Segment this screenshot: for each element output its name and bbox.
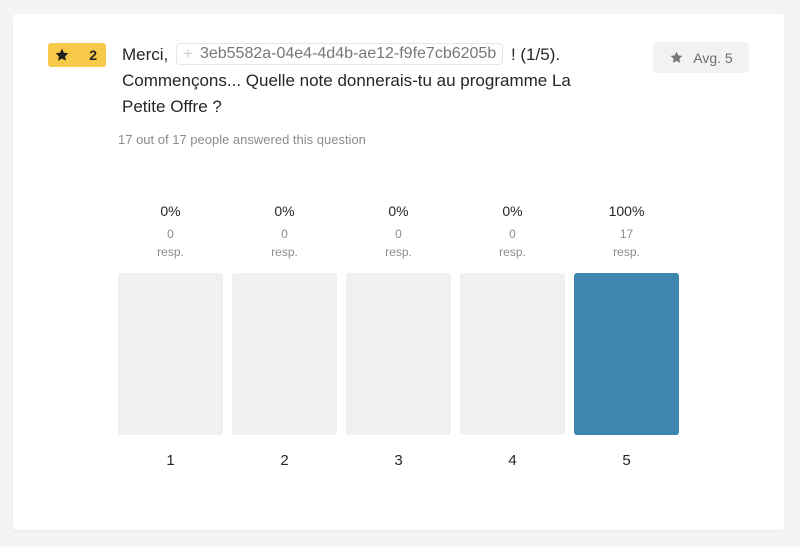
title-line-2: Commençons... Quelle note donnerais-tu a…	[122, 71, 571, 90]
count-label: 0	[281, 227, 288, 241]
title-suffix: ! (1/5).	[510, 45, 561, 64]
bar-background	[118, 273, 223, 435]
variable-token-chip[interactable]: + 3eb5582a-04e4-4d4b-ae12-f9fe7cb6205b	[176, 42, 504, 65]
bar-background	[346, 273, 451, 435]
question-title: Merci, + 3eb5582a-04e4-4d4b-ae12-f9fe7cb…	[122, 42, 637, 120]
count-label: 0	[167, 227, 174, 241]
category-label: 5	[622, 452, 630, 469]
resp-label: resp.	[271, 245, 298, 259]
question-card: 2 Merci, + 3eb5582a-04e4-4d4b-ae12-f9fe7…	[13, 14, 784, 530]
question-number: 2	[89, 47, 97, 63]
bar-background	[460, 273, 565, 435]
resp-label: resp.	[613, 245, 640, 259]
percent-label: 100%	[609, 203, 645, 219]
category-label: 2	[280, 452, 288, 469]
percent-label: 0%	[274, 203, 294, 219]
count-label: 0	[395, 227, 402, 241]
category-label: 4	[508, 452, 516, 469]
question-number-badge: 2	[48, 43, 106, 67]
percent-label: 0%	[388, 203, 408, 219]
resp-label: resp.	[385, 245, 412, 259]
average-badge: Avg. 5	[653, 42, 749, 73]
bar-background	[232, 273, 337, 435]
answered-count: 17 out of 17 people answered this questi…	[118, 132, 366, 147]
category-label: 1	[166, 452, 174, 469]
resp-label: resp.	[499, 245, 526, 259]
rating-bar-chart: 0% 0 resp. 1 0% 0 resp. 2 0% 0 resp. 3 0% 0 resp. 4 100%…	[118, 203, 679, 469]
bar	[574, 273, 679, 435]
average-label: Avg. 5	[693, 49, 733, 66]
percent-label: 0%	[160, 203, 180, 219]
count-label: 0	[509, 227, 516, 241]
percent-label: 0%	[502, 203, 522, 219]
resp-label: resp.	[157, 245, 184, 259]
title-prefix: Merci,	[122, 45, 169, 64]
star-icon	[55, 48, 69, 61]
plus-icon: +	[183, 44, 193, 63]
variable-token-text: 3eb5582a-04e4-4d4b-ae12-f9fe7cb6205b	[199, 44, 497, 62]
category-label: 3	[394, 452, 402, 469]
star-icon	[670, 51, 683, 63]
count-label: 17	[620, 227, 634, 241]
title-line-3: Petite Offre ?	[122, 97, 222, 116]
